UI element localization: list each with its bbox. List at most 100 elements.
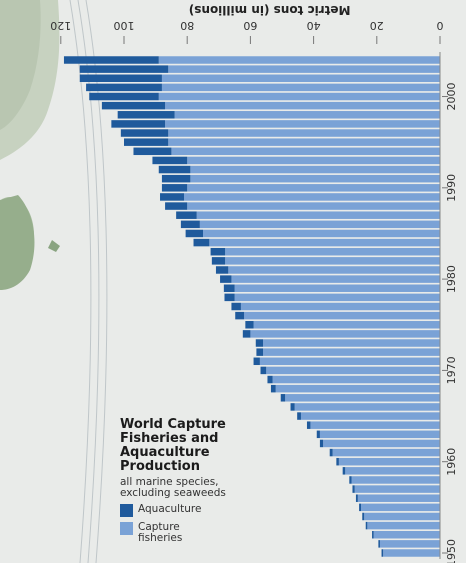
bar-capture <box>171 147 440 156</box>
category-tick-label: 1980 <box>445 265 458 293</box>
bar-capture <box>234 293 440 302</box>
bar-capture <box>338 457 440 466</box>
bar-aquaculture <box>336 457 339 466</box>
bar-capture <box>244 311 440 320</box>
bar-capture <box>158 56 440 64</box>
bar-aquaculture <box>256 348 264 356</box>
bar-capture <box>383 549 440 557</box>
bar-capture <box>259 357 440 366</box>
bar-aquaculture <box>193 238 210 247</box>
value-tick-label: 60 <box>243 19 257 32</box>
bar-capture <box>373 530 440 539</box>
bar-aquaculture <box>220 275 232 283</box>
bar-capture <box>168 129 441 137</box>
legend-subtitle: all marine species, excluding seaweeds <box>120 477 250 499</box>
value-tick-label: 80 <box>180 19 194 32</box>
bar-capture <box>240 302 440 311</box>
bar-aquaculture <box>260 366 267 375</box>
bar-aquaculture <box>176 211 197 219</box>
chart: 0 20 40 60 80 100 120 Metric tons (in millions)… <box>50 3 458 563</box>
bar-aquaculture <box>86 83 162 92</box>
bar-aquaculture <box>306 421 311 429</box>
bar-aquaculture <box>329 448 333 457</box>
bar-capture <box>361 503 440 512</box>
legend-item-aquaculture: Aquaculture <box>120 504 250 517</box>
bar-capture <box>272 375 440 384</box>
bar-aquaculture <box>63 56 159 64</box>
bar-aquaculture <box>372 530 374 539</box>
bar-aquaculture <box>355 494 358 502</box>
bar-capture <box>263 339 440 347</box>
bar-capture <box>354 485 440 493</box>
bar-aquaculture <box>319 439 324 448</box>
bar-aquaculture <box>161 184 188 192</box>
bar-aquaculture <box>378 540 380 548</box>
category-tick-label: 1970 <box>445 356 458 384</box>
bar-capture <box>332 448 440 457</box>
category-tick-label: 1990 <box>445 174 458 202</box>
legend-subtitle-line: excluding seaweeds <box>120 487 226 499</box>
bar-aquaculture <box>120 129 169 137</box>
bar-aquaculture <box>223 284 235 292</box>
legend-title-line: Aquaculture <box>120 445 210 460</box>
legend-swatch-capture <box>120 522 133 535</box>
bar-aquaculture <box>101 101 166 110</box>
category-tick-label: 1960 <box>445 448 458 476</box>
value-tick-label: 100 <box>114 19 135 32</box>
bar-aquaculture <box>215 266 229 274</box>
category-tick-label: 2000 <box>445 83 458 111</box>
bar-capture <box>196 211 440 219</box>
legend-label: Capture fisheries <box>138 522 182 544</box>
bar-capture <box>168 138 441 146</box>
bar-capture <box>174 111 440 119</box>
bar-aquaculture <box>253 357 260 366</box>
bar-capture <box>209 238 440 247</box>
bar-capture <box>199 220 440 229</box>
bar-aquaculture <box>79 74 162 83</box>
bar-aquaculture <box>349 476 352 484</box>
bar-capture <box>168 65 441 73</box>
value-tick-label: 40 <box>307 19 321 32</box>
bar-capture <box>357 494 440 502</box>
legend-item-capture: Capture fisheries <box>120 522 250 544</box>
bar-capture <box>190 165 440 174</box>
bar-capture <box>225 257 440 265</box>
bar-aquaculture <box>280 394 286 402</box>
bar-aquaculture <box>111 120 166 128</box>
bar-aquaculture <box>161 174 191 183</box>
bar-aquaculture <box>133 147 172 156</box>
legend-swatch-aquaculture <box>120 504 133 517</box>
bar-aquaculture <box>381 549 384 557</box>
bar-capture <box>379 540 440 548</box>
bar-aquaculture <box>117 111 175 119</box>
bar-capture <box>187 184 440 192</box>
bar-capture <box>165 101 440 110</box>
bar-capture <box>231 275 440 283</box>
legend-subtitle-line: all marine species, <box>120 476 219 488</box>
bar-capture <box>165 120 440 128</box>
coastline-rings <box>69 0 108 563</box>
legend-title-line: Fisheries and <box>120 431 219 446</box>
bar-capture <box>263 348 440 356</box>
bar-aquaculture <box>89 92 159 101</box>
bar-aquaculture <box>242 330 251 338</box>
bar-aquaculture <box>316 430 320 439</box>
legend-label-line: fisheries <box>138 532 183 544</box>
bar-aquaculture <box>180 220 200 229</box>
map-land-icon <box>0 0 60 290</box>
bar-capture <box>225 247 440 256</box>
bar-capture <box>319 430 440 439</box>
bar-capture <box>253 321 440 329</box>
bar-aquaculture <box>152 156 188 165</box>
bar-aquaculture <box>270 384 276 393</box>
bar-aquaculture <box>211 257 226 265</box>
bar-capture <box>234 284 440 292</box>
legend: World Capture Fisheries and Aquaculture … <box>120 418 250 544</box>
bar-capture <box>300 412 440 420</box>
bar-aquaculture <box>158 165 191 174</box>
bar-capture <box>351 476 440 484</box>
bar-capture <box>364 512 440 521</box>
bar-aquaculture <box>290 403 295 411</box>
